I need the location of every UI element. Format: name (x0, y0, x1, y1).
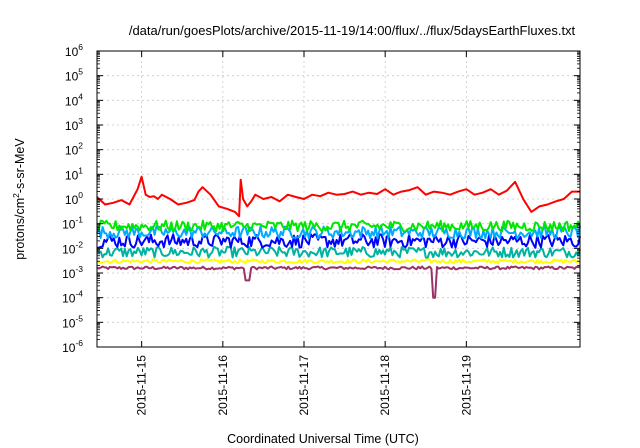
y-tick-exponent: 0 (78, 190, 83, 200)
y-tick-base: 10 (62, 292, 76, 306)
x-tick-label: 2015-11-19 (459, 355, 473, 416)
x-tick-label: 2015-11-16 (216, 355, 230, 416)
chart-title: /data/run/goesPlots/archive/2015-11-19/1… (129, 23, 576, 38)
y-tick-label: 10-2 (62, 239, 83, 256)
series-line (96, 233, 581, 249)
y-tick-label: 105 (65, 67, 83, 84)
y-axis-label: protons/cm2-s-sr-MeV (11, 138, 27, 260)
y-tick-label: 106 (65, 42, 83, 59)
y-tick-exponent: -6 (75, 338, 83, 348)
y-tick-label: 103 (65, 116, 83, 133)
y-tick-label: 10-3 (62, 264, 83, 281)
y-tick-label: 104 (65, 91, 83, 108)
series-layer (96, 175, 581, 299)
series-line (96, 245, 581, 259)
y-tick-label: 10-4 (62, 289, 83, 306)
y-tick-base: 10 (62, 242, 76, 256)
x-tick-label: 2015-11-15 (135, 355, 149, 416)
y-tick-base: 10 (62, 267, 76, 281)
x-tick-label: 2015-11-17 (297, 355, 311, 416)
y-axis-label-suffix: -s-sr-MeV (13, 138, 27, 194)
y-tick-exponent: 1 (78, 165, 83, 175)
y-tick-label: 100 (65, 190, 83, 207)
y-tick-exponent: -4 (75, 289, 83, 299)
y-tick-base: 10 (62, 316, 76, 330)
y-tick-exponent: -5 (75, 313, 83, 323)
y-tick-label: 10-6 (62, 338, 83, 355)
series-line (96, 175, 580, 218)
y-tick-label: 10-1 (62, 215, 83, 232)
y-tick-base: 10 (65, 94, 79, 108)
x-axis-label: Coordinated Universal Time (UTC) (227, 432, 419, 446)
y-tick-exponent: 2 (78, 141, 83, 151)
y-tick-exponent: 5 (78, 67, 83, 77)
y-tick-base: 10 (65, 119, 79, 133)
y-tick-base: 10 (65, 45, 79, 59)
y-tick-base: 10 (62, 341, 76, 355)
y-tick-exponent: -1 (75, 215, 83, 225)
y-tick-base: 10 (62, 218, 76, 232)
y-tick-exponent: -3 (75, 264, 83, 274)
x-tick-labels: 2015-11-15 2015-11-16 2015-11-17 2015-11-18… (135, 355, 474, 416)
x-tick-label: 2015-11-18 (378, 355, 392, 416)
y-tick-label: 10-5 (62, 313, 83, 330)
y-tick-exponent: 6 (78, 42, 83, 52)
y-axis-label-sup: 2 (11, 193, 21, 198)
y-tick-exponent: -2 (75, 239, 83, 249)
y-tick-base: 10 (65, 168, 79, 182)
y-tick-labels: 10-610-510-410-310-210-11001011021031041… (62, 42, 83, 355)
series-line (96, 219, 581, 233)
y-tick-base: 10 (65, 144, 79, 158)
y-tick-label: 101 (65, 165, 83, 182)
series-line (96, 265, 581, 299)
y-tick-base: 10 (65, 193, 79, 207)
y-axis-label-prefix: protons/cm (13, 198, 27, 260)
series-line (96, 258, 581, 265)
y-tick-label: 102 (65, 141, 83, 158)
y-tick-exponent: 3 (78, 116, 83, 126)
y-tick-exponent: 4 (78, 91, 83, 101)
y-tick-base: 10 (65, 70, 79, 84)
ticks (97, 50, 580, 348)
series-line (96, 225, 581, 240)
